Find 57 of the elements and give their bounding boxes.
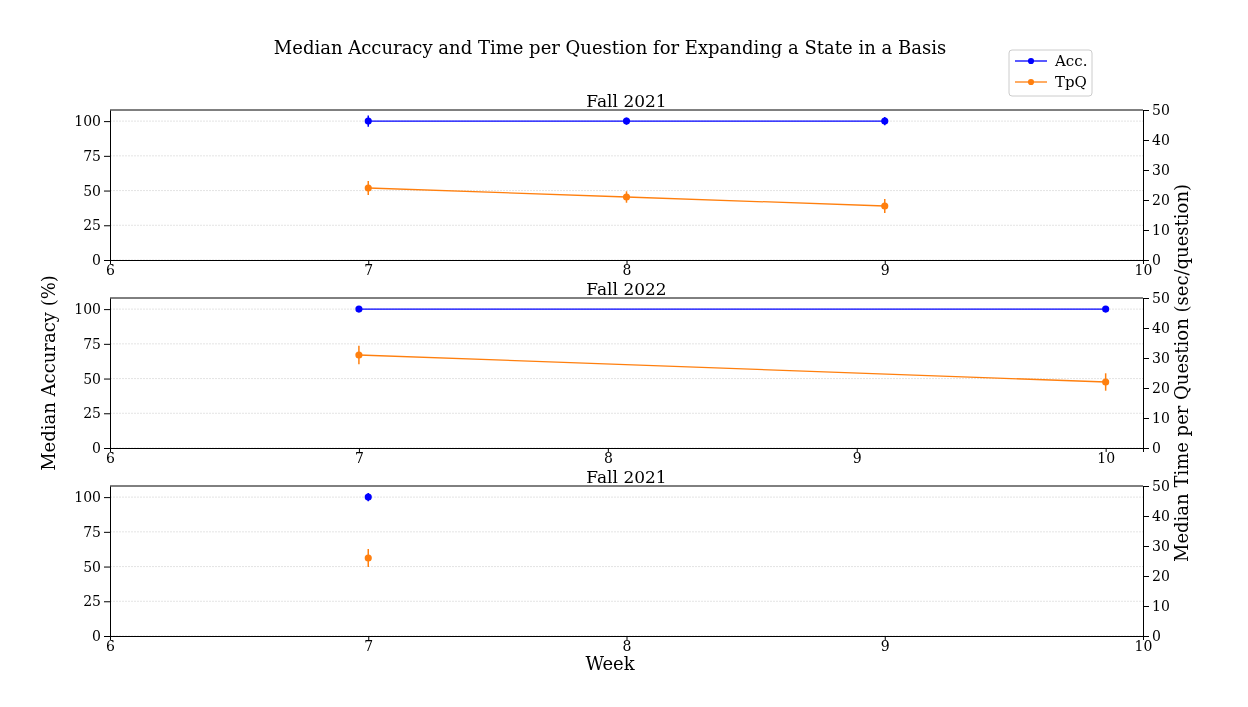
y2-tick-label: 10	[1152, 409, 1170, 426]
x-axis-title: Week	[585, 653, 636, 674]
y-tick-label: 25	[83, 593, 101, 610]
text: Median Accuracy and Time per Question for Expanding a State in a Basis	[273, 37, 947, 58]
x-tick-label: 10	[1134, 261, 1153, 278]
y2-tick-label: 30	[1152, 349, 1170, 366]
y2-tick-label: 0	[1152, 439, 1161, 456]
x-tick-label: 7	[364, 637, 374, 654]
x-tick-label: 7	[364, 261, 374, 278]
y2-tick-label: 30	[1152, 161, 1170, 178]
y-tick-label: 25	[83, 405, 101, 422]
chart-title: Fall 2022	[586, 279, 667, 299]
y-tick-label: 100	[74, 113, 101, 130]
x-tick-label: 8	[622, 637, 632, 654]
y2-tick-label: 20	[1152, 379, 1170, 396]
x-tick-label: 6	[106, 261, 116, 278]
y2-tick-label: 20	[1152, 567, 1170, 584]
chart-title: Fall 2021	[586, 91, 667, 111]
y2-tick-label: 50	[1152, 101, 1170, 118]
x-tick-label: 7	[354, 449, 364, 466]
x-tick-label: 6	[106, 637, 116, 654]
y-tick-label: 100	[74, 301, 101, 318]
y-axis-title: Median Accuracy (%)	[38, 275, 59, 471]
y2-axis-title: Median Time per Question (sec/question)	[1171, 184, 1192, 562]
x-tick-label: 9	[852, 449, 862, 466]
y2-tick-label: 40	[1152, 319, 1170, 336]
y-tick-label: 0	[92, 627, 101, 644]
x-tick-label: 10	[1134, 637, 1153, 654]
y2-tick-label: 20	[1152, 191, 1170, 208]
x-tick-label: 8	[603, 449, 613, 466]
y-tick-label: 0	[92, 251, 101, 268]
y-tick-label: 0	[92, 439, 101, 456]
y-tick-label: 75	[83, 335, 101, 352]
y-tick-label: 50	[83, 558, 101, 575]
y-tick-label: 50	[83, 182, 101, 199]
x-tick-label: 9	[880, 261, 890, 278]
y-tick-label: 25	[83, 217, 101, 234]
y2-tick-label: 30	[1152, 537, 1170, 554]
y-tick-label: 50	[83, 370, 101, 387]
x-tick-label: 6	[106, 449, 116, 466]
y2-tick-label: 0	[1152, 627, 1161, 644]
x-tick-label: 9	[880, 637, 890, 654]
y-tick-label: 75	[83, 523, 101, 540]
legend-label: Acc.	[1054, 52, 1088, 70]
chart-title: Fall 2021	[586, 467, 667, 487]
legend-label: TpQ	[1055, 73, 1087, 91]
y2-tick-label: 50	[1152, 289, 1170, 306]
y-tick-label: 100	[74, 489, 101, 506]
y2-tick-label: 0	[1152, 251, 1161, 268]
x-tick-label: 8	[622, 261, 632, 278]
y2-tick-label: 10	[1152, 597, 1170, 614]
x-tick-label: 10	[1097, 449, 1116, 466]
y2-tick-label: 40	[1152, 507, 1170, 524]
y-tick-label: 75	[83, 147, 101, 164]
y2-tick-label: 50	[1152, 477, 1170, 494]
y2-tick-label: 10	[1152, 221, 1170, 238]
y2-tick-label: 40	[1152, 131, 1170, 148]
